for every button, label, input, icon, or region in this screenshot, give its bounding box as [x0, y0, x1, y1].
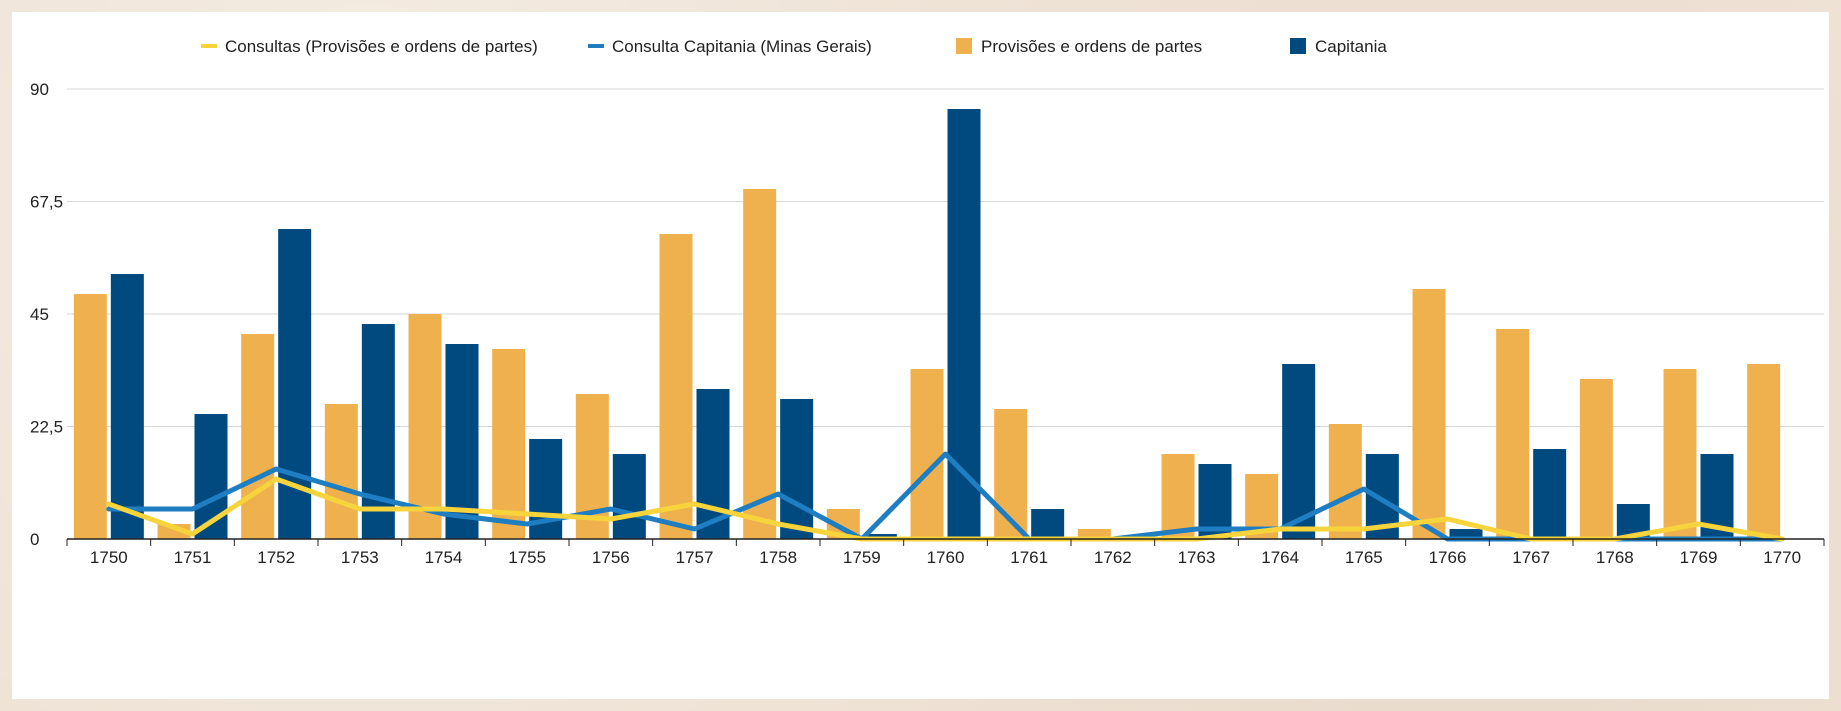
y-tick-label: 0	[30, 530, 39, 549]
x-tick-label: 1757	[676, 548, 714, 567]
x-tick-label: 1759	[843, 548, 881, 567]
line-consultas	[106, 476, 1785, 542]
x-tick-label: 1770	[1763, 548, 1801, 567]
x-tick-label: 1751	[174, 548, 212, 567]
bar-provisoes	[1077, 529, 1111, 539]
bar-provisoes	[1579, 379, 1613, 539]
bar-provisoes	[73, 294, 107, 539]
bar-provisoes	[1161, 454, 1195, 539]
chart-frame: Consultas (Provisões e ordens de partes)…	[12, 12, 1829, 699]
legend-square-swatch	[1290, 38, 1306, 54]
axes: 0 22,5 45 67,5 90 1750 1751 1752 1753 1754 1755 175…	[30, 80, 1825, 567]
legend-label: Consulta Capitania (Minas Gerais)	[612, 37, 872, 56]
bar-provisoes	[324, 404, 358, 539]
x-tick-label: 1767	[1512, 548, 1550, 567]
x-tick-label: 1758	[759, 548, 797, 567]
bar-capitania	[445, 344, 479, 539]
x-tick-label: 1766	[1429, 548, 1467, 567]
legend-item: Provisões e ordens de partes	[956, 37, 1202, 56]
legend-item: Consulta Capitania (Minas Gerais)	[588, 37, 872, 56]
bar-capitania	[612, 454, 646, 539]
bar-provisoes	[1328, 424, 1362, 539]
y-tick-label: 90	[30, 80, 49, 99]
bar-provisoes	[408, 314, 442, 539]
legend-item: Consultas (Provisões e ordens de partes)	[201, 37, 538, 56]
line-consulta-capitania	[106, 451, 1785, 542]
y-tick-label: 67,5	[30, 193, 63, 212]
bar-capitania	[1282, 364, 1316, 539]
legend-square-swatch	[956, 38, 972, 54]
bar-capitania	[1031, 509, 1065, 539]
y-tick-label: 45	[30, 305, 49, 324]
x-tick-label: 1768	[1596, 548, 1634, 567]
bar-capitania	[780, 399, 814, 539]
bars	[73, 109, 1781, 539]
bar-capitania	[194, 414, 228, 539]
lines	[106, 451, 1785, 542]
x-tick-label: 1752	[257, 548, 295, 567]
bar-capitania	[1533, 449, 1567, 539]
legend-label: Consultas (Provisões e ordens de partes)	[225, 37, 538, 56]
x-tick-label: 1755	[508, 548, 546, 567]
bar-capitania	[278, 229, 312, 539]
bar-provisoes	[910, 369, 944, 539]
bar-provisoes	[492, 349, 526, 539]
legend-label: Capitania	[1315, 37, 1387, 56]
bar-capitania	[1449, 529, 1483, 539]
grid-lines	[67, 88, 1824, 427]
bar-provisoes	[743, 189, 777, 539]
legend-item: Capitania	[1290, 37, 1387, 56]
bar-provisoes	[1663, 369, 1697, 539]
x-tick-label: 1753	[341, 548, 379, 567]
x-tick-label: 1760	[927, 548, 965, 567]
x-tick-label: 1764	[1261, 548, 1299, 567]
x-tick-label: 1765	[1345, 548, 1383, 567]
bar-provisoes	[241, 334, 275, 539]
bar-provisoes	[1412, 289, 1446, 539]
x-tick-label: 1756	[592, 548, 630, 567]
legend-label: Provisões e ordens de partes	[981, 37, 1202, 56]
y-tick-label: 22,5	[30, 418, 63, 437]
x-tick-label: 1754	[425, 548, 463, 567]
legend: Consultas (Provisões e ordens de partes)…	[201, 37, 1387, 56]
x-tick-label: 1761	[1010, 548, 1048, 567]
combo-bar-line-chart: Consultas (Provisões e ordens de partes)…	[30, 37, 1825, 567]
x-tick-label: 1769	[1680, 548, 1718, 567]
x-tick-label: 1762	[1094, 548, 1132, 567]
bar-provisoes	[1496, 329, 1530, 539]
bar-capitania	[947, 109, 981, 539]
bar-provisoes	[659, 234, 693, 539]
bar-provisoes	[1747, 364, 1781, 539]
x-tick-label: 1750	[90, 548, 128, 567]
x-tick-label: 1763	[1178, 548, 1216, 567]
bar-capitania	[110, 274, 144, 539]
